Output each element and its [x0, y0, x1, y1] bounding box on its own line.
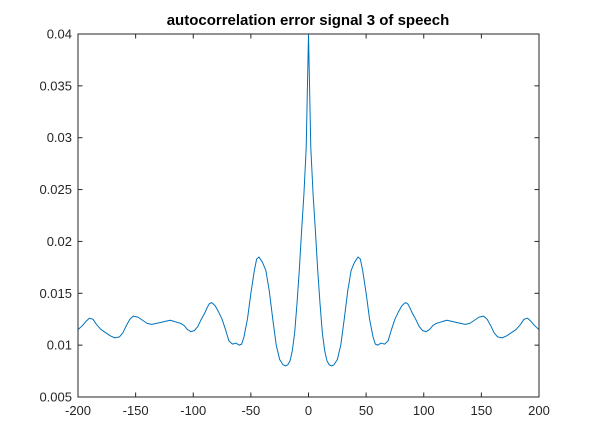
- y-tick-label: 0.02: [47, 234, 72, 249]
- x-tick-label: 200: [528, 403, 550, 418]
- x-tick-label: -100: [180, 403, 206, 418]
- x-tick-label: 50: [359, 403, 373, 418]
- axis-ticks: -200 -150 -100 -50 0 50 100 150 200 0.005 0.01 0.01…: [39, 27, 549, 419]
- y-tick-label: 0.04: [47, 27, 72, 42]
- y-tick-label: 0.03: [47, 130, 72, 145]
- y-tick-label: 0.025: [39, 182, 72, 197]
- axes-frame: [77, 33, 540, 398]
- x-tick-label: 0: [305, 403, 312, 418]
- x-tick-label: 150: [471, 403, 493, 418]
- x-tick-label: -200: [65, 403, 91, 418]
- x-tick-label: -50: [241, 403, 260, 418]
- x-tick-label: 100: [413, 403, 435, 418]
- y-tick-label: 0.005: [39, 390, 72, 405]
- plot-area: [78, 34, 539, 397]
- y-tick-label: 0.015: [39, 286, 72, 301]
- x-tick-label: -150: [123, 403, 149, 418]
- y-tick-label: 0.035: [39, 78, 72, 93]
- chart-title: autocorrelation error signal 3 of speech: [167, 12, 450, 29]
- y-tick-label: 0.01: [47, 338, 72, 353]
